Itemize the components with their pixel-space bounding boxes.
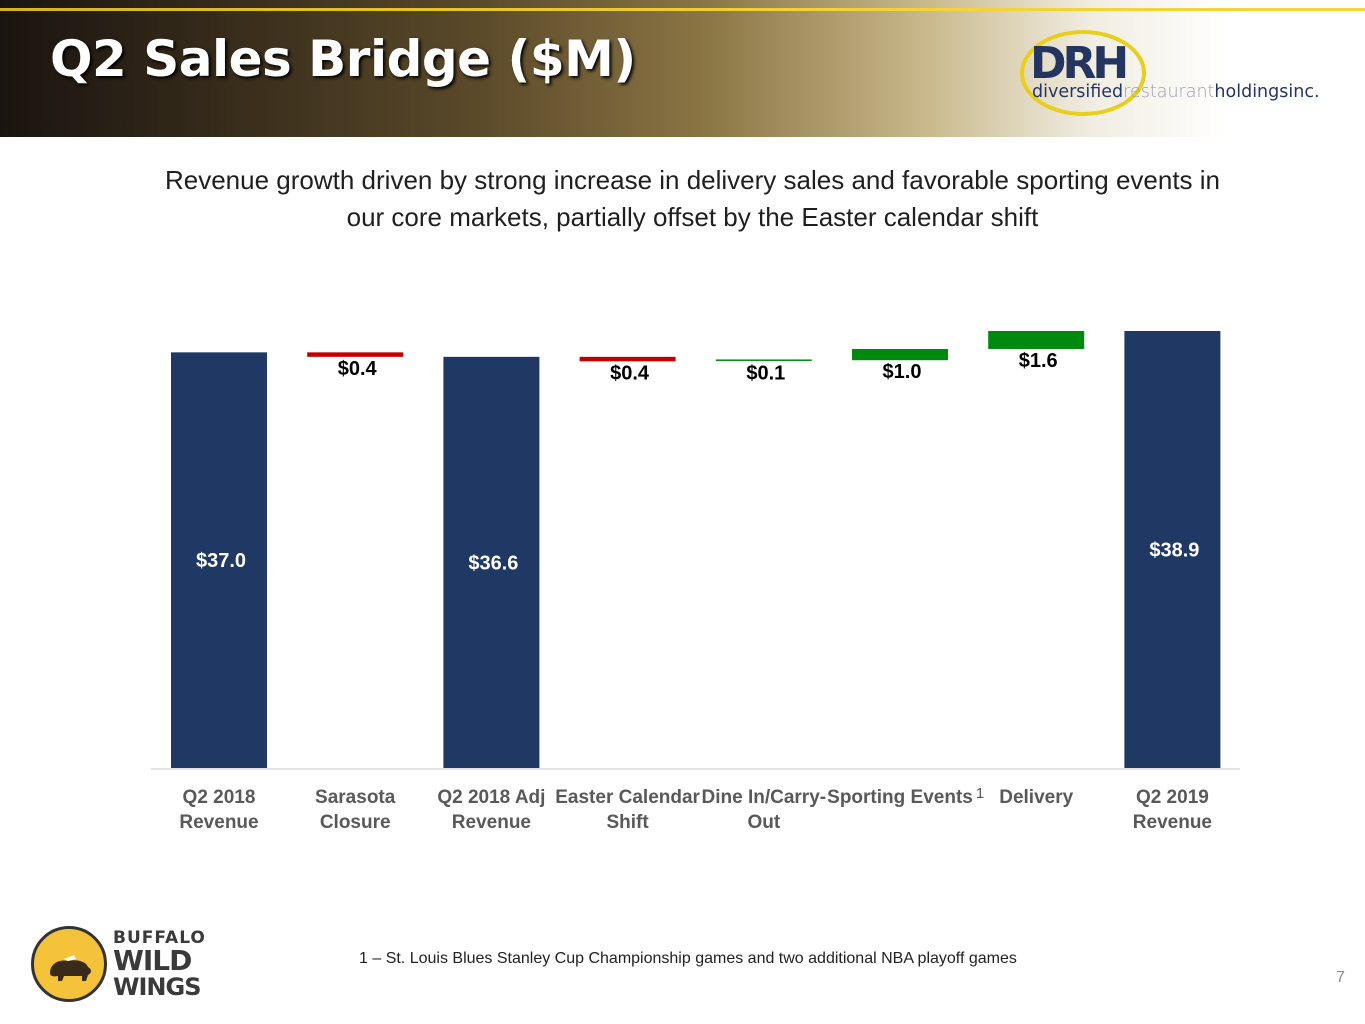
bar-5: [715, 359, 812, 361]
data-label-6: $1.0: [883, 361, 922, 383]
data-label-1: $37.0: [196, 550, 246, 572]
category-label-3-line-1: Q2 2018 Adj: [437, 787, 545, 808]
bww-logo-line-1: BUFFALO: [113, 928, 206, 948]
drh-logo: DRH diversifiedrestaurantholdingsinc.: [1020, 26, 1350, 122]
drh-logo-ring: [1020, 30, 1146, 116]
category-label-5-line-1: Dine In/Carry-: [702, 787, 827, 808]
category-label-8-line-1: Q2 2019: [1136, 787, 1209, 808]
data-label-4: $0.4: [610, 362, 650, 384]
drh-logo-sub-c: holdingsinc.: [1214, 82, 1320, 102]
drh-logo-sub-a: diversified: [1032, 82, 1124, 102]
bar-2: [307, 352, 404, 357]
drh-logo-wordmark: DRH: [1030, 38, 1129, 89]
data-label-8: $38.9: [1149, 540, 1199, 562]
category-label-2-line-2: Closure: [320, 812, 391, 833]
data-label-2: $0.4: [338, 358, 378, 380]
category-label-3-line-2: Revenue: [452, 812, 531, 833]
slide-subtitle: Revenue growth driven by strong increase…: [110, 162, 1275, 236]
category-label-4-line-2: Shift: [606, 812, 649, 833]
subtitle-line-1: Revenue growth driven by strong increase…: [164, 165, 1221, 195]
footnote: 1 – St. Louis Blues Stanley Cup Champion…: [359, 950, 1017, 967]
bww-logo-badge: [31, 926, 107, 1002]
bar-3: [443, 356, 540, 768]
category-label-4-line-1: Easter Calendar: [555, 787, 700, 808]
category-label-8-line-2: Revenue: [1133, 812, 1212, 833]
page-title: Q2 Sales Bridge ($M): [50, 30, 636, 88]
bar-8: [1124, 331, 1221, 768]
bww-logo-wordmark: BUFFALO WILD WINGS: [113, 928, 206, 1001]
header-accent-line: [0, 8, 1365, 11]
bar-1: [171, 352, 267, 768]
category-label-6-line-1: Sporting Events: [827, 787, 973, 808]
subtitle-line-2: our core markets, partially offset by th…: [346, 202, 1039, 232]
bison-icon: [50, 955, 91, 981]
bar-4: [579, 356, 676, 362]
page-number: 7: [1336, 969, 1345, 986]
category-label-1-line-2: Revenue: [179, 812, 258, 833]
buffalo-wild-wings-logo: BUFFALO WILD WINGS: [31, 926, 211, 1006]
bww-logo-line-2: WILD: [113, 944, 192, 977]
bar-7: [988, 331, 1085, 349]
category-label-7-line-1: Delivery: [999, 787, 1073, 808]
data-label-7: $1.6: [1019, 350, 1058, 372]
data-label-3: $36.6: [468, 552, 518, 574]
category-label-5-line-2: Out: [747, 812, 780, 833]
category-label-2-line-1: Sarasota: [315, 787, 396, 808]
drh-logo-sub-b: restaurant: [1123, 82, 1215, 102]
category-label-1-line-1: Q2 2018: [183, 787, 256, 808]
bar-6: [852, 348, 948, 361]
category-superscript-6: 1: [976, 785, 984, 802]
bww-logo-line-3: WINGS: [113, 973, 201, 1001]
header-banner: Q2 Sales Bridge ($M) DRH diversifiedrest…: [0, 0, 1365, 137]
data-label-5: $0.1: [746, 362, 785, 384]
drh-logo-subtitle: diversifiedrestaurantholdingsinc.: [1032, 82, 1320, 102]
